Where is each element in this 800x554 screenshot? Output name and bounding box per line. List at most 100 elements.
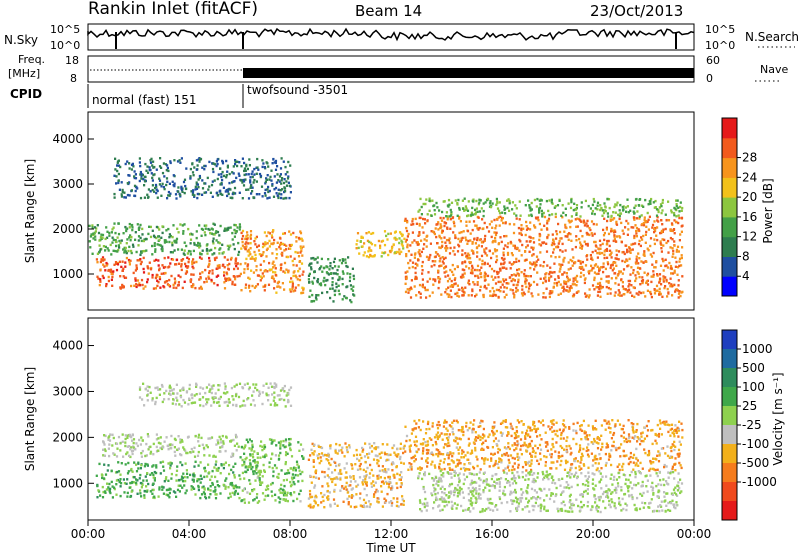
- range-gate-cell: [639, 267, 642, 270]
- range-gate-cell: [437, 420, 440, 424]
- range-gate-cell: [516, 440, 519, 443]
- range-gate-cell: [466, 242, 469, 245]
- range-gate-cell: [358, 497, 362, 500]
- range-gate-cell: [529, 262, 532, 265]
- range-gate-cell: [334, 449, 337, 453]
- range-gate-cell: [170, 462, 173, 465]
- range-gate-cell: [149, 161, 153, 164]
- range-gate-cell: [162, 492, 165, 495]
- range-gate-cell: [580, 206, 583, 209]
- range-gate-cell: [111, 433, 114, 436]
- range-gate-cell: [249, 453, 252, 456]
- range-gate-cell: [349, 284, 352, 287]
- range-gate-cell: [157, 281, 160, 284]
- range-gate-cell: [252, 271, 255, 274]
- range-gate-cell: [447, 274, 450, 277]
- range-gate-cell: [396, 497, 399, 500]
- range-gate-cell: [525, 450, 528, 453]
- range-gate-cell: [161, 485, 164, 488]
- range-gate-cell: [473, 238, 476, 241]
- range-gate-cell: [249, 253, 252, 256]
- range-gate-cell: [618, 217, 621, 221]
- range-gate-cell: [271, 242, 274, 246]
- range-gate-cell: [237, 445, 240, 448]
- range-gate-cell: [648, 469, 651, 472]
- range-gate-cell: [141, 250, 144, 253]
- range-gate-cell: [195, 187, 199, 190]
- range-gate-cell: [654, 266, 657, 269]
- range-gate-cell: [298, 260, 302, 263]
- range-gate-cell: [404, 290, 408, 294]
- range-gate-cell: [497, 466, 500, 469]
- range-gate-cell: [283, 288, 286, 291]
- range-gate-cell: [286, 170, 289, 174]
- range-gate-cell: [330, 457, 333, 461]
- range-gate-cell: [464, 467, 467, 471]
- range-gate-cell: [666, 295, 669, 298]
- range-gate-cell: [280, 469, 283, 472]
- range-gate-cell: [168, 240, 171, 244]
- range-gate-cell: [558, 199, 561, 202]
- range-gate-cell: [645, 225, 648, 228]
- range-gate-cell: [363, 475, 366, 478]
- range-gate-cell: [132, 165, 135, 168]
- range-gate-cell: [115, 455, 119, 458]
- range-gate-cell: [325, 458, 328, 461]
- range-gate-cell: [190, 488, 193, 491]
- range-gate-cell: [187, 260, 190, 264]
- range-gate-cell: [258, 473, 261, 476]
- range-gate-cell: [666, 287, 669, 291]
- range-gate-cell: [247, 440, 250, 444]
- range-gate-cell: [225, 435, 228, 438]
- range-gate-cell: [666, 266, 669, 269]
- range-gate-cell: [197, 464, 200, 467]
- range-gate-cell: [418, 283, 422, 287]
- range-gate-cell: [386, 453, 389, 456]
- range-gate-cell: [302, 291, 305, 294]
- range-gate-cell: [139, 284, 142, 287]
- range-gate-cell: [542, 211, 545, 215]
- range-gate-cell: [569, 258, 572, 262]
- range-gate-cell: [426, 440, 429, 443]
- colorbar-segment: [722, 276, 737, 297]
- range-gate-cell: [498, 209, 501, 213]
- range-gate-cell: [501, 211, 504, 214]
- range-gate-cell: [582, 463, 585, 466]
- range-gate-cell: [267, 484, 270, 487]
- range-gate-cell: [223, 229, 226, 232]
- range-gate-cell: [145, 169, 148, 172]
- range-gate-cell: [361, 483, 365, 486]
- range-gate-cell: [180, 189, 184, 192]
- range-gate-cell: [481, 218, 484, 221]
- range-gate-cell: [477, 434, 480, 437]
- range-gate-cell: [116, 164, 119, 167]
- range-gate-cell: [236, 164, 239, 168]
- range-gate-cell: [99, 280, 102, 283]
- range-gate-cell: [117, 172, 120, 176]
- colorbar-tick-label: 4: [742, 269, 750, 283]
- range-gate-cell: [406, 243, 409, 246]
- range-gate-cell: [141, 173, 144, 177]
- range-gate-cell: [624, 260, 627, 264]
- range-gate-cell: [106, 247, 109, 250]
- range-gate-cell: [630, 226, 633, 229]
- range-gate-cell: [483, 284, 487, 288]
- range-gate-cell: [665, 465, 668, 468]
- range-gate-cell: [650, 197, 653, 201]
- range-gate-cell: [245, 173, 248, 176]
- range-gate-cell: [381, 239, 385, 243]
- range-gate-cell: [659, 203, 663, 206]
- range-gate-cell: [355, 448, 358, 452]
- range-gate-cell: [640, 214, 643, 217]
- range-gate-cell: [257, 244, 260, 247]
- range-gate-cell: [502, 278, 505, 281]
- range-gate-cell: [609, 454, 612, 457]
- range-gate-cell: [313, 499, 316, 502]
- range-gate-cell: [502, 262, 505, 266]
- range-gate-cell: [326, 482, 329, 485]
- range-gate-cell: [436, 431, 440, 434]
- range-gate-cell: [435, 235, 438, 239]
- range-gate-cell: [226, 170, 229, 173]
- range-gate-cell: [542, 296, 545, 299]
- range-gate-cell: [352, 277, 356, 281]
